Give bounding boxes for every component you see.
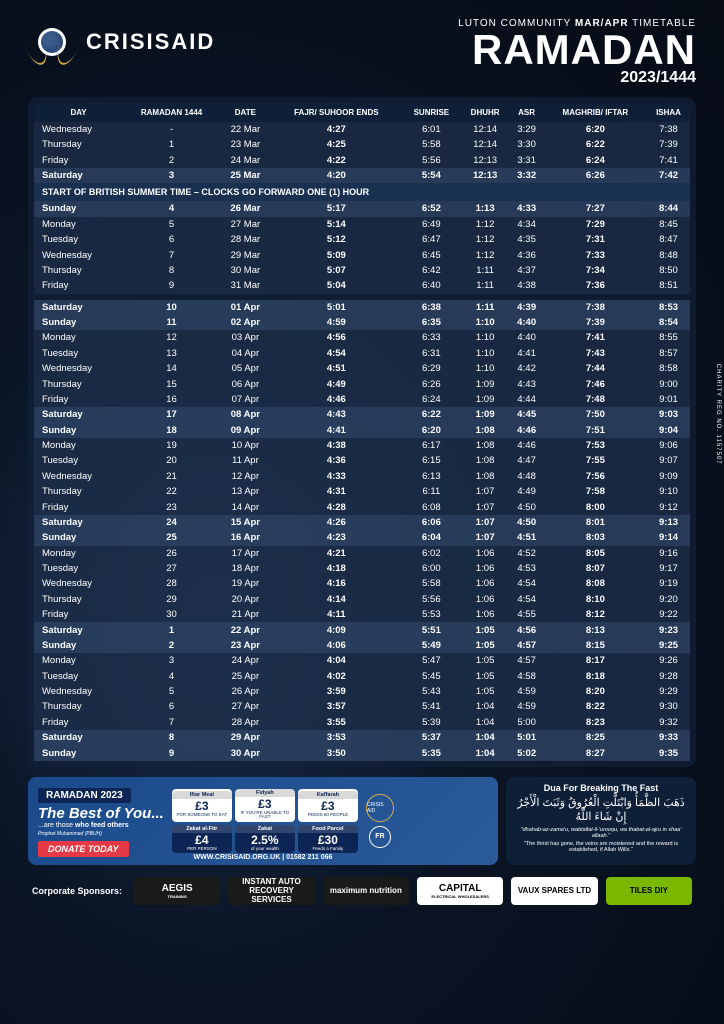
table-row: Thursday627 Apr3:575:411:044:598:229:30 (34, 699, 690, 714)
table-row: Friday1607 Apr4:466:241:094:447:489:01 (34, 392, 690, 407)
crisisaid-logo-icon (28, 18, 76, 66)
donate-sub: ...are those who feed others (38, 822, 164, 829)
table-row: Thursday1506 Apr4:496:261:094:437:469:00 (34, 376, 690, 391)
donate-section: RAMADAN 2023 The Best of You... ...are t… (28, 777, 696, 865)
table-row: Monday527 Mar5:146:491:124:347:298:45 (34, 217, 690, 232)
table-row: Tuesday2011 Apr4:366:151:084:477:559:07 (34, 453, 690, 468)
table-body: Wednesday-22 Mar4:276:0112:143:296:207:3… (34, 122, 690, 761)
table-row: Monday1910 Apr4:386:171:084:467:539:06 (34, 438, 690, 453)
brand-name: CRISISAID (86, 29, 215, 55)
sponsor-logo: VAUX SPARES LTD (511, 877, 597, 905)
sponsor-logo: TILES DIY (606, 877, 692, 905)
donate-badge: RAMADAN 2023 (38, 788, 131, 803)
table-row: Friday2314 Apr4:286:081:074:508:009:12 (34, 499, 690, 514)
table-row: Tuesday1304 Apr4:546:311:104:417:438:57 (34, 346, 690, 361)
table-header: DAYRAMADAN 1444DATEFAJR/ SUHOOR ENDSSUNR… (34, 103, 690, 122)
column-header: ISHAA (647, 103, 690, 122)
price-box: Fidyah£3IF YOU'RE UNABLE TO FAST (235, 789, 295, 822)
column-header: ASR (510, 103, 544, 122)
dua-arabic: ذَهَبَ الظَّمَأُ وَابْتَلَّتِ الْعُرُوقُ… (514, 796, 688, 825)
table-row: Monday1203 Apr4:566:331:104:407:418:55 (34, 330, 690, 345)
price-box: Zakat2.5%of your wealth (235, 825, 295, 854)
column-header: MAGHRIB/ IFTAR (544, 103, 647, 122)
donate-headline: The Best of You... (38, 806, 164, 821)
brand-block: CRISISAID (28, 18, 215, 66)
table-row: Monday2617 Apr4:216:021:064:528:059:16 (34, 546, 690, 561)
dua-title: Dua For Breaking The Fast (514, 783, 688, 793)
table-row: Wednesday729 Mar5:096:451:124:367:338:48 (34, 247, 690, 262)
table-row: Wednesday-22 Mar4:276:0112:143:296:207:3… (34, 122, 690, 137)
table-row: Tuesday628 Mar5:126:471:124:357:318:47 (34, 232, 690, 247)
table-row: Sunday223 Apr4:065:491:054:578:159:25 (34, 638, 690, 653)
table-row: Wednesday1405 Apr4:516:291:104:427:448:5… (34, 361, 690, 376)
sponsors-row: Corporate Sponsors: AEGISTRAINING INSTANT… (28, 877, 696, 905)
timetable: DAYRAMADAN 1444DATEFAJR/ SUHOOR ENDSSUNR… (28, 97, 696, 767)
table-row: Tuesday425 Apr4:025:451:054:588:189:28 (34, 669, 690, 684)
header: CRISISAID LUTON COMMUNITY MAR/APR TIMETA… (28, 18, 696, 87)
page-title: RAMADAN (458, 31, 696, 69)
donate-panel: RAMADAN 2023 The Best of You... ...are t… (28, 777, 498, 865)
table-row: Monday324 Apr4:045:471:054:578:179:26 (34, 653, 690, 668)
column-header: DAY (34, 103, 123, 122)
sponsor-logo: AEGISTRAINING (134, 877, 220, 905)
table-row: Sunday426 Mar5:176:521:134:337:278:44 (34, 201, 690, 216)
dua-box: Dua For Breaking The Fast ذَهَبَ الظَّمَ… (506, 777, 696, 865)
table-row: Sunday2516 Apr4:236:041:074:518:039:14 (34, 530, 690, 545)
price-box: Iftar Meal£3FOR SOMEONE TO EAT (172, 789, 232, 822)
table-row: Wednesday2112 Apr4:336:131:084:487:569:0… (34, 469, 690, 484)
dua-transliteration: "dhahab-az-zama'u, wabtallat-il-'urooqu,… (514, 827, 688, 839)
table-row: Sunday1102 Apr4:596:351:104:407:398:54 (34, 315, 690, 330)
charity-reg: CHARITY REG NO. 1157507 (715, 364, 721, 465)
sponsor-logo: INSTANT AUTO RECOVERY SERVICES (228, 877, 314, 905)
table-row: Thursday123 Mar4:255:5812:143:306:227:39 (34, 137, 690, 152)
table-row: Saturday325 Mar4:205:5412:133:326:267:42 (34, 168, 690, 183)
sponsor-logo: maximum nutrition (323, 877, 409, 905)
fr-badge-icon: FR (369, 826, 391, 848)
table-row: Saturday829 Apr3:535:371:045:018:259:33 (34, 730, 690, 745)
table-row: Wednesday2819 Apr4:165:581:064:548:089:1… (34, 576, 690, 591)
table-row: Saturday1708 Apr4:436:221:094:457:509:03 (34, 407, 690, 422)
table-row: Tuesday2718 Apr4:186:001:064:538:079:17 (34, 561, 690, 576)
title-block: LUTON COMMUNITY MAR/APR TIMETABLE RAMADA… (458, 18, 696, 87)
price-box: Kaffarah£3FEEDS 60 PEOPLE (298, 789, 358, 822)
donate-contact: WWW.CRISISAID.ORG.UK | 01582 211 066 (194, 854, 333, 861)
crisisaid-mini-icon: CRISIS AID (366, 794, 394, 822)
table-row: Sunday1809 Apr4:416:201:084:467:519:04 (34, 423, 690, 438)
column-header: DHUHR (461, 103, 510, 122)
price-grid: Iftar Meal£3FOR SOMEONE TO EATFidyah£3IF… (172, 789, 358, 854)
table-row: Sunday930 Apr3:505:351:045:028:279:35 (34, 745, 690, 760)
column-header: SUNRISE (402, 103, 461, 122)
donate-button[interactable]: DONATE TODAY (38, 841, 129, 857)
price-box: Zakat al-Fitr£4PER PERSON (172, 825, 232, 854)
table-row: Saturday2415 Apr4:266:061:074:508:019:13 (34, 515, 690, 530)
table-row: Friday224 Mar4:225:5612:133:316:247:41 (34, 153, 690, 168)
table-row: Friday931 Mar5:046:401:114:387:368:51 (34, 278, 690, 293)
column-header: FAJR/ SUHOOR ENDS (271, 103, 402, 122)
table-row: Friday3021 Apr4:115:531:064:558:129:22 (34, 607, 690, 622)
notice-row: START OF BRITISH SUMMER TIME – CLOCKS GO… (34, 183, 690, 201)
column-header: DATE (220, 103, 271, 122)
column-header: RAMADAN 1444 (123, 103, 220, 122)
table-row: Wednesday526 Apr3:595:431:054:598:209:29 (34, 684, 690, 699)
table-row: Thursday830 Mar5:076:421:114:377:348:50 (34, 263, 690, 278)
price-box: Food Parcel£30Feeds a Family (298, 825, 358, 854)
table-row: Thursday2213 Apr4:316:111:074:497:589:10 (34, 484, 690, 499)
sponsors-label: Corporate Sponsors: (32, 886, 122, 896)
donate-attribution: Prophet Muhammad (PBUH) (38, 831, 164, 837)
table-row: Thursday2920 Apr4:145:561:064:548:109:20 (34, 592, 690, 607)
sponsor-logo: CAPITALELECTRICAL WHOLESALERS (417, 877, 503, 905)
table-row: Saturday122 Apr4:095:511:054:568:139:23 (34, 622, 690, 637)
table-row: Friday728 Apr3:555:391:045:008:239:32 (34, 715, 690, 730)
table-row: Saturday1001 Apr5:016:381:114:397:388:53 (34, 300, 690, 315)
dua-english: "The thirst has gone, the veins are mois… (514, 841, 688, 853)
